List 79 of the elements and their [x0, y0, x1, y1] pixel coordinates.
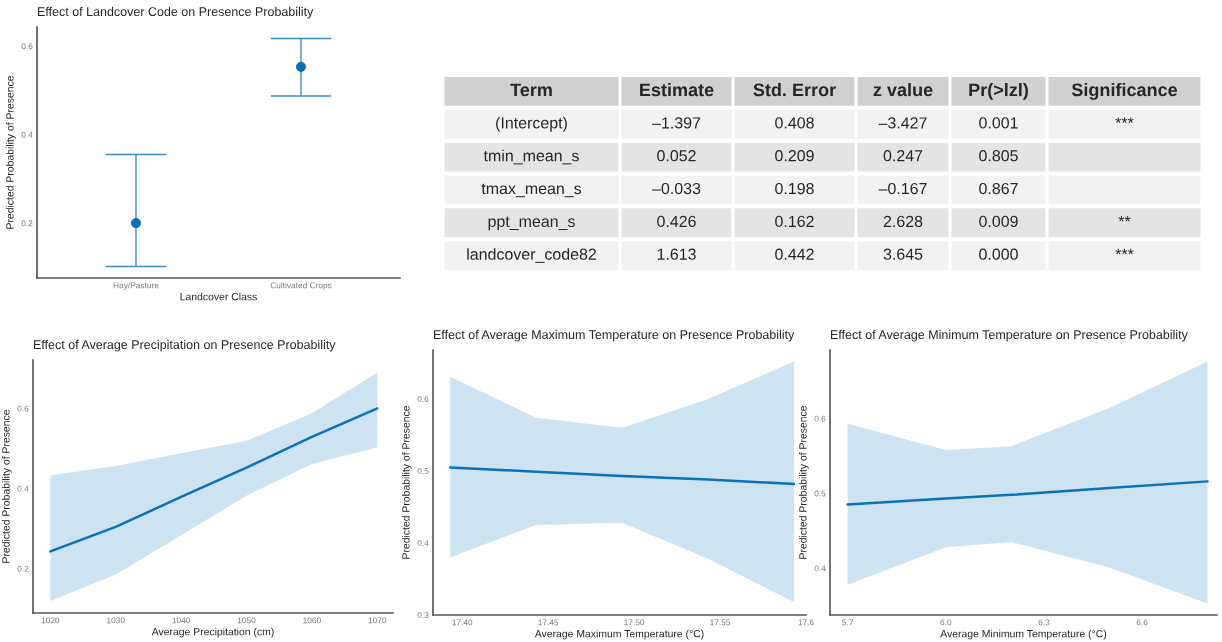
text: 0.408	[775, 117, 814, 129]
y-tick-label: 0.6	[21, 43, 33, 50]
x-axis-title: Average Maximum Temperature (°C)	[534, 629, 704, 640]
x-tick-label: Hay/Pasture	[113, 282, 159, 290]
category-label: Std. Error	[753, 83, 836, 97]
chart-title: Effect of Average Minimum Temperature on Presence Probability	[831, 329, 1188, 342]
text: –0.033	[652, 182, 701, 195]
text: 0.426	[657, 215, 696, 228]
x-tick-label: 1050	[237, 617, 256, 624]
text: ***	[1115, 248, 1134, 255]
category-label: Estimate	[640, 83, 714, 97]
y-tick-label: 0.5	[814, 490, 826, 497]
x-tick-label: 1040	[172, 617, 191, 624]
text: ppt_mean_s	[488, 216, 575, 231]
chart-title: Effect of Landcover Code on Presence Probability	[38, 6, 314, 19]
x-tick-label: 1020	[41, 617, 60, 624]
text: **	[1118, 215, 1131, 222]
text: 3.645	[883, 248, 923, 260]
text: 0.052	[657, 150, 696, 162]
y-tick-label: 0.4	[21, 131, 33, 138]
x-tick-label: 1030	[107, 617, 125, 624]
category-label: Term	[510, 83, 552, 97]
y-tick-label: 0.6	[17, 405, 29, 412]
x-axis-title: Average Minimum Temperature (°C)	[940, 629, 1107, 640]
text: 0.247	[883, 150, 923, 162]
text: –0.167	[878, 182, 927, 195]
y-tick-label: 0.4	[814, 565, 826, 572]
y-tick-label: 0.2	[17, 565, 29, 572]
x-tick-label: 1060	[303, 617, 321, 624]
x-tick-label: 6.3	[1038, 619, 1050, 626]
text: 0.009	[979, 215, 1018, 228]
x-tick-label: 6.0	[940, 619, 952, 626]
text: 0.209	[775, 150, 814, 162]
text: 0.867	[979, 182, 1018, 195]
category-label: z value	[873, 83, 933, 97]
y-axis-title: Predicted Probability of Presence	[5, 75, 16, 229]
y-axis-title: Predicted Probability of Presence	[798, 405, 809, 559]
x-tick-label: Cultivated Crops	[270, 282, 332, 290]
y-tick-label: 0.2	[21, 220, 33, 227]
text: tmin_mean_s	[483, 149, 579, 165]
y-tick-label: 0.4	[17, 485, 29, 492]
text: 0.000	[979, 248, 1018, 260]
x-axis-title: Landcover Class	[180, 292, 257, 301]
text: 1.613	[657, 248, 696, 260]
x-axis-title: Average Precipitation (cm)	[151, 627, 274, 638]
x-tick-label: 17.45	[538, 619, 559, 626]
text: 0.001	[979, 117, 1018, 129]
line-series	[448, 466, 796, 486]
y-tick-label: 0.6	[417, 396, 429, 403]
y-tick-label: 0.5	[417, 468, 429, 475]
x-tick-label: 1070	[368, 617, 387, 624]
x-tick-label: 17.55	[710, 619, 731, 626]
line-series	[846, 480, 1209, 506]
text: 0.162	[775, 215, 814, 228]
text: 0.442	[775, 248, 814, 260]
x-tick-label: 17.50	[624, 619, 645, 626]
y-tick-label: 0.6	[814, 415, 826, 422]
line-series	[49, 407, 379, 553]
x-tick-label: 17.40	[452, 619, 473, 626]
chart-title: Effect of Average Maximum Temperature on Presence Probability	[434, 329, 795, 342]
category-label: Pr(>lzl)	[969, 83, 1028, 100]
text: –3.427	[878, 117, 927, 129]
text: 2.628	[883, 215, 923, 228]
text: (Intercept)	[496, 116, 567, 132]
y-tick-label: 0.4	[417, 540, 429, 547]
text: landcover_code82	[467, 248, 596, 263]
x-tick-label: 17.6	[798, 619, 814, 626]
x-tick-label: 6.6	[1136, 619, 1148, 626]
text: –1.397	[652, 117, 701, 129]
text: 0.198	[775, 182, 814, 195]
x-tick-label: 5.7	[842, 619, 854, 626]
y-tick-label: 0.3	[417, 612, 429, 619]
text: tmax_mean_s	[481, 183, 582, 198]
text: 0.805	[979, 150, 1018, 162]
chart-title: Effect of Average Precipitation on Presence Probability	[34, 339, 336, 352]
category-label: Significance	[1071, 82, 1178, 100]
y-axis-title: Predicted Probability of Presence	[1, 409, 12, 563]
y-axis-title: Predicted Probability of Presence	[401, 405, 412, 559]
text: ***	[1115, 117, 1134, 123]
